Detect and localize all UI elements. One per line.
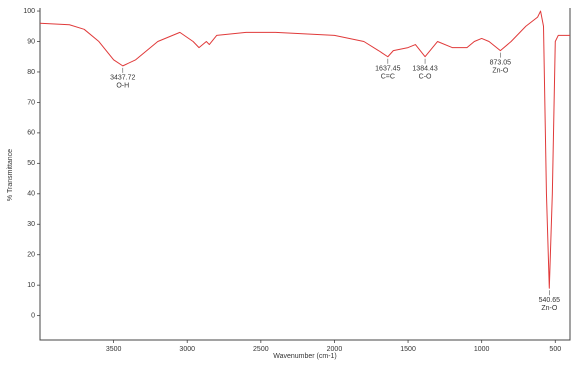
x-tick-label: 3500 [106,346,122,353]
annotation-text: O-H [116,83,129,90]
x-tick-label: 3000 [179,346,195,353]
x-tick-label: 1000 [474,346,490,353]
x-tick-label: 2500 [253,346,269,353]
y-axis-label: % Transmittance [7,149,14,201]
x-tick-label: 2000 [327,346,343,353]
x-axis-label: Wavenumber (cm-1) [273,353,337,360]
y-tick-label: 0 [31,312,35,319]
y-tick-label: 20 [27,252,35,259]
annotation-text: 540.65 [539,297,561,304]
y-tick-label: 70 [27,99,35,106]
annotation-text: C-O [419,74,432,81]
y-tick-label: 10 [27,282,35,289]
annotation-text: 873.05 [490,59,512,66]
x-tick-label: 1500 [400,346,416,353]
spectrum-line [39,10,570,289]
annotation-text: 1384.43 [412,66,437,73]
y-tick-label: 90 [27,38,35,45]
annotation-text: C=C [381,74,395,81]
x-tick-label: 500 [549,346,561,353]
y-tick-label: 60 [27,130,35,137]
annotation-text: Zn-O [541,305,558,312]
y-tick-label: 40 [27,191,35,198]
plot-frame [39,8,571,341]
annotation-text: Zn-O [492,67,509,74]
annotation-text: 1637.45 [375,66,400,73]
y-tick-label: 50 [27,160,35,167]
y-tick-label: 80 [27,69,35,76]
y-tick-label: 100 [23,8,35,15]
annotation-text: 3437.72 [110,75,135,82]
y-tick-label: 30 [27,221,35,228]
